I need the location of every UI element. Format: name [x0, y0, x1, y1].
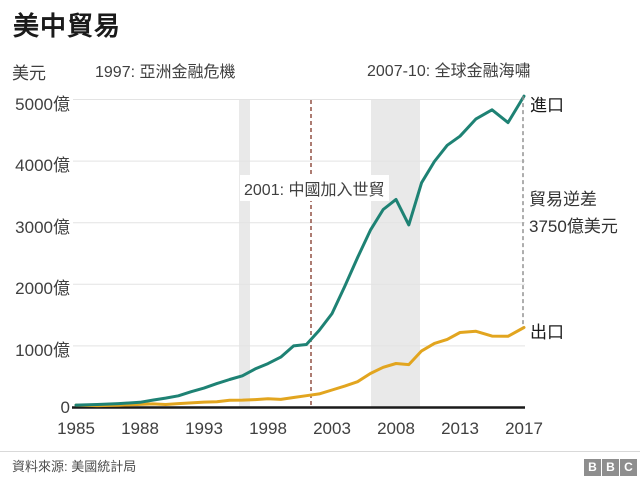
bbc-logo-block-2: B	[602, 459, 619, 476]
footer-divider	[0, 451, 640, 452]
trade-deficit-label-line1: 貿易逆差	[529, 190, 597, 209]
x-tick-label: 1988	[121, 419, 159, 438]
y-tick-label: 5000億	[15, 94, 70, 114]
trade-deficit-label-line2: 3750億美元	[529, 217, 618, 236]
exports-series-label: 出口	[530, 323, 564, 342]
y-tick-label: 4000億	[15, 156, 70, 176]
y-tick-label: 2000億	[15, 279, 70, 299]
y-tick-label: 1000億	[15, 340, 70, 360]
y-tick-label: 3000億	[15, 217, 70, 237]
x-tick-label: 1993	[185, 419, 223, 438]
x-tick-label: 2003	[313, 419, 351, 438]
annotation-wto: 2001: 中國加入世貿	[240, 175, 389, 201]
imports-line-series	[74, 94, 526, 407]
recession-band-1997	[239, 100, 250, 407]
x-tick-label: 2008	[377, 419, 415, 438]
exports-line-series	[74, 326, 526, 408]
source-attribution: 資料來源: 美國統計局	[12, 459, 137, 474]
y-axis-unit-label: 美元	[12, 64, 46, 83]
imports-series-label: 進口	[530, 96, 564, 115]
x-tick-label: 1985	[57, 419, 95, 438]
bbc-logo-block-3: C	[620, 459, 637, 476]
recession-bands	[239, 100, 420, 407]
x-tick-label: 1998	[249, 419, 287, 438]
page-title: 美中貿易	[13, 11, 122, 41]
y-tick-label: 0	[60, 397, 70, 417]
bbc-logo-block-1: B	[584, 459, 601, 476]
recession-band-2007-10	[371, 100, 420, 407]
x-tick-label: 2017	[505, 419, 543, 438]
annotation-global-crisis: 2007-10: 全球金融海嘯	[367, 63, 531, 80]
annotation-asian-crisis: 1997: 亞洲金融危機	[95, 64, 236, 81]
x-tick-label: 2013	[441, 419, 479, 438]
trade-deficit-label: 貿易逆差 3750億美元	[529, 186, 618, 240]
